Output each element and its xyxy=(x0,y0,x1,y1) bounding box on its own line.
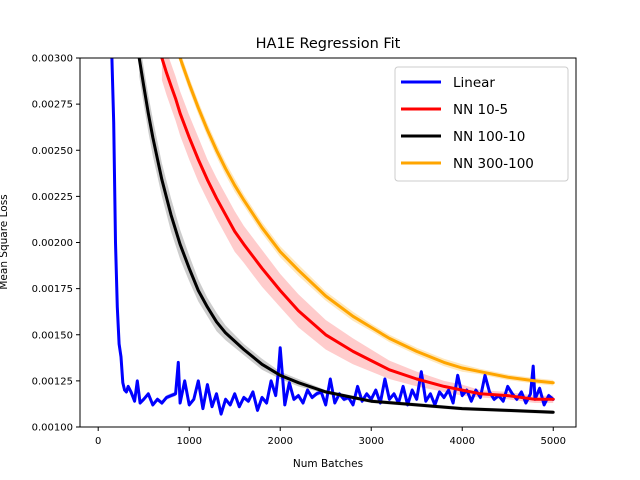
y-tick-label: 0.00150 xyxy=(32,330,73,341)
legend-label-nn-100-10: NN 100-10 xyxy=(453,129,525,145)
series-line-nn-10-5 xyxy=(160,58,555,401)
series-lines xyxy=(110,58,555,416)
x-axis: 0 1000 2000 3000 4000 5000 xyxy=(95,427,566,447)
series-line-nn-100-10 xyxy=(137,58,555,414)
x-tick-label: 3000 xyxy=(359,436,384,447)
y-axis: 0.00100 0.00125 0.00150 0.00175 0.00200 0.002… xyxy=(32,54,80,434)
y-tick-label: 0.00275 xyxy=(32,100,73,111)
y-tick-label: 0.00175 xyxy=(32,284,73,295)
band-nn-10-5 xyxy=(161,58,554,403)
x-tick-label: 0 xyxy=(95,436,101,447)
series-line-linear xyxy=(110,58,555,416)
y-axis-label: Mean Square Loss xyxy=(0,194,10,289)
x-tick-label: 2000 xyxy=(267,436,292,447)
y-tick-label: 0.00300 xyxy=(32,54,73,65)
legend-label-nn-10-5: NN 10-5 xyxy=(453,102,508,118)
confidence-bands xyxy=(111,58,554,417)
x-tick-label: 5000 xyxy=(541,436,566,447)
y-tick-label: 0.00225 xyxy=(32,192,73,203)
y-tick-label: 0.00125 xyxy=(32,376,73,387)
y-tick-label: 0.00200 xyxy=(32,238,73,249)
y-tick-label: 0.00100 xyxy=(32,423,73,434)
legend-label-linear: Linear xyxy=(453,75,495,91)
x-axis-label: Num Batches xyxy=(293,458,363,470)
x-tick-label: 4000 xyxy=(450,436,475,447)
y-tick-label: 0.00250 xyxy=(32,146,73,157)
legend-frame xyxy=(394,66,569,182)
chart-title: HA1E Regression Fit xyxy=(256,36,401,52)
x-tick-label: 1000 xyxy=(176,436,201,447)
legend-label-nn-300-100: NN 300-100 xyxy=(453,156,534,172)
band-nn-300-100 xyxy=(180,58,554,386)
legend: Linear NN 10-5 NN 100-10 NN 300-100 xyxy=(394,66,569,182)
series-line-nn-300-100 xyxy=(178,58,555,385)
